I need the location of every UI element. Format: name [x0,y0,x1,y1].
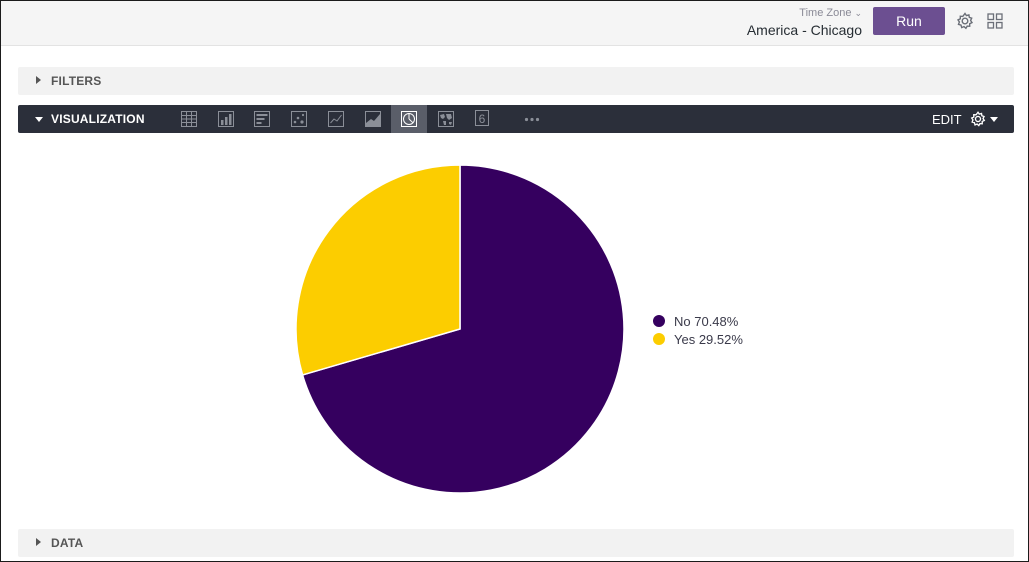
legend-label: Yes 29.52% [674,332,743,347]
map-viz-icon[interactable] [428,105,464,133]
bar-chart-viz-icon[interactable] [244,105,280,133]
column-chart-viz-icon[interactable] [208,105,244,133]
filters-label: FILTERS [51,74,102,88]
more-options-icon[interactable] [514,105,550,133]
caret-right-icon [36,76,41,84]
gear-icon [970,111,986,127]
timezone-value: America - Chicago [746,22,862,38]
pie-slice-no[interactable] [301,164,625,494]
chevron-down-icon: ⌄ [854,8,862,18]
line-chart-viz-icon[interactable] [318,105,354,133]
edit-button[interactable]: EDIT [932,112,962,127]
top-header: Time Zone ⌄ America - Chicago Run [1,1,1028,46]
visualization-label[interactable]: VISUALIZATION [51,112,145,126]
pie-chart [295,164,625,494]
scatter-viz-icon[interactable] [281,105,317,133]
visualization-toolbar: VISUALIZATION 6 EDIT [18,105,1014,133]
timezone-label: Time Zone [799,7,852,19]
single-value-viz-icon[interactable]: 6 [465,105,501,133]
caret-right-icon [36,538,41,546]
viz-settings-menu[interactable] [969,110,1001,128]
table-viz-icon[interactable] [171,105,207,133]
grid-apps-icon[interactable] [985,11,1005,31]
area-chart-viz-icon[interactable] [355,105,391,133]
data-section-toggle[interactable]: DATA [18,529,1014,557]
pie-slice-yes[interactable] [295,164,461,376]
legend-swatch [653,333,665,345]
timezone-selector[interactable]: Time Zone ⌄ America - Chicago [747,7,862,39]
legend-label: No 70.48% [674,314,739,329]
visualization-chart [18,133,1014,523]
data-label: DATA [51,536,84,550]
filters-section-toggle[interactable]: FILTERS [18,67,1014,95]
chevron-down-icon [990,117,998,122]
settings-gear-icon[interactable] [955,11,975,31]
pie-chart-viz-icon[interactable] [391,105,427,133]
run-button[interactable]: Run [873,7,945,35]
caret-down-icon[interactable] [35,117,43,122]
legend-swatch [653,315,665,327]
